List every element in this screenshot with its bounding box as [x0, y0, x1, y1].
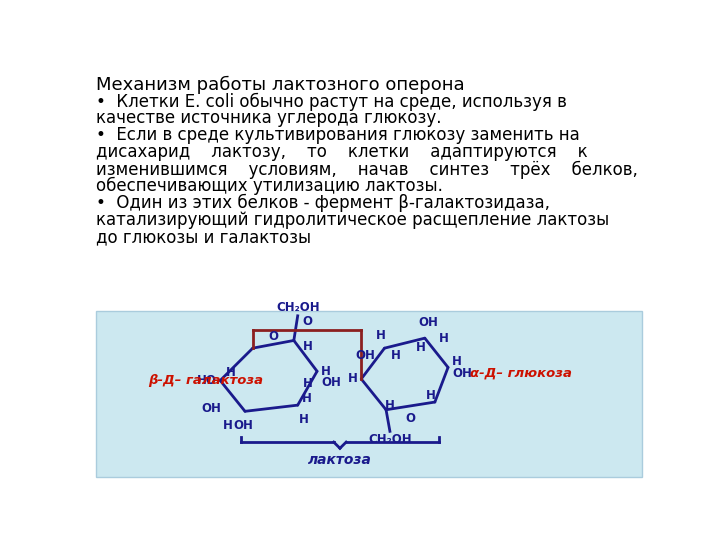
Text: Механизм работы лактозного оперона: Механизм работы лактозного оперона [96, 76, 465, 94]
Text: H: H [223, 419, 233, 432]
Text: H: H [426, 389, 436, 402]
Text: H: H [452, 355, 462, 368]
Text: OH: OH [201, 402, 221, 415]
Text: лактоза: лактоза [308, 453, 372, 467]
Text: H: H [416, 341, 426, 354]
Text: до глюкозы и галактозы: до глюкозы и галактозы [96, 228, 311, 246]
Text: H: H [348, 373, 357, 386]
Text: O: O [269, 330, 279, 343]
Text: дисахарид    лактозу,    то    клетки    адаптируются    к: дисахарид лактозу, то клетки адаптируютс… [96, 143, 588, 161]
Text: •  Клетки E. coli обычно растут на среде, используя в: • Клетки E. coli обычно растут на среде,… [96, 92, 567, 111]
Text: H: H [300, 413, 309, 426]
Text: H: H [391, 349, 401, 362]
Text: OH: OH [356, 349, 375, 362]
Text: катализирующий гидролитическое расщепление лактозы: катализирующий гидролитическое расщеплен… [96, 211, 609, 229]
Text: H: H [303, 340, 313, 353]
Text: H: H [303, 377, 313, 390]
Text: обеспечивающих утилизацию лактозы.: обеспечивающих утилизацию лактозы. [96, 177, 443, 195]
Text: качестве источника углерода глюкозу.: качестве источника углерода глюкозу. [96, 110, 441, 127]
Text: изменившимся    условиям,    начав    синтез    трёх    белков,: изменившимся условиям, начав синтез трёх… [96, 160, 638, 179]
Text: CH₂OH: CH₂OH [368, 433, 412, 446]
Text: H: H [438, 332, 449, 345]
Text: H: H [226, 366, 236, 379]
Text: HO: HO [197, 374, 216, 387]
Text: •  Один из этих белков - фермент β-галактозидаза,: • Один из этих белков - фермент β-галакт… [96, 194, 550, 212]
Text: α-Д– глюкоза: α-Д– глюкоза [469, 366, 572, 379]
Text: O: O [302, 315, 312, 328]
Text: OH: OH [233, 419, 253, 432]
Text: •  Если в среде культивирования глюкозу заменить на: • Если в среде культивирования глюкозу з… [96, 126, 580, 144]
Text: OH: OH [419, 316, 438, 329]
Text: H: H [376, 329, 386, 342]
FancyBboxPatch shape [96, 311, 642, 477]
Text: OH: OH [452, 367, 472, 380]
Text: H: H [385, 400, 395, 413]
Text: O: O [405, 412, 415, 425]
Text: OH: OH [321, 376, 341, 389]
Text: H: H [302, 393, 312, 406]
Text: CH₂OH: CH₂OH [276, 301, 320, 314]
Text: H: H [321, 364, 330, 378]
Text: β-Д– галактоза: β-Д– галактоза [148, 374, 264, 387]
